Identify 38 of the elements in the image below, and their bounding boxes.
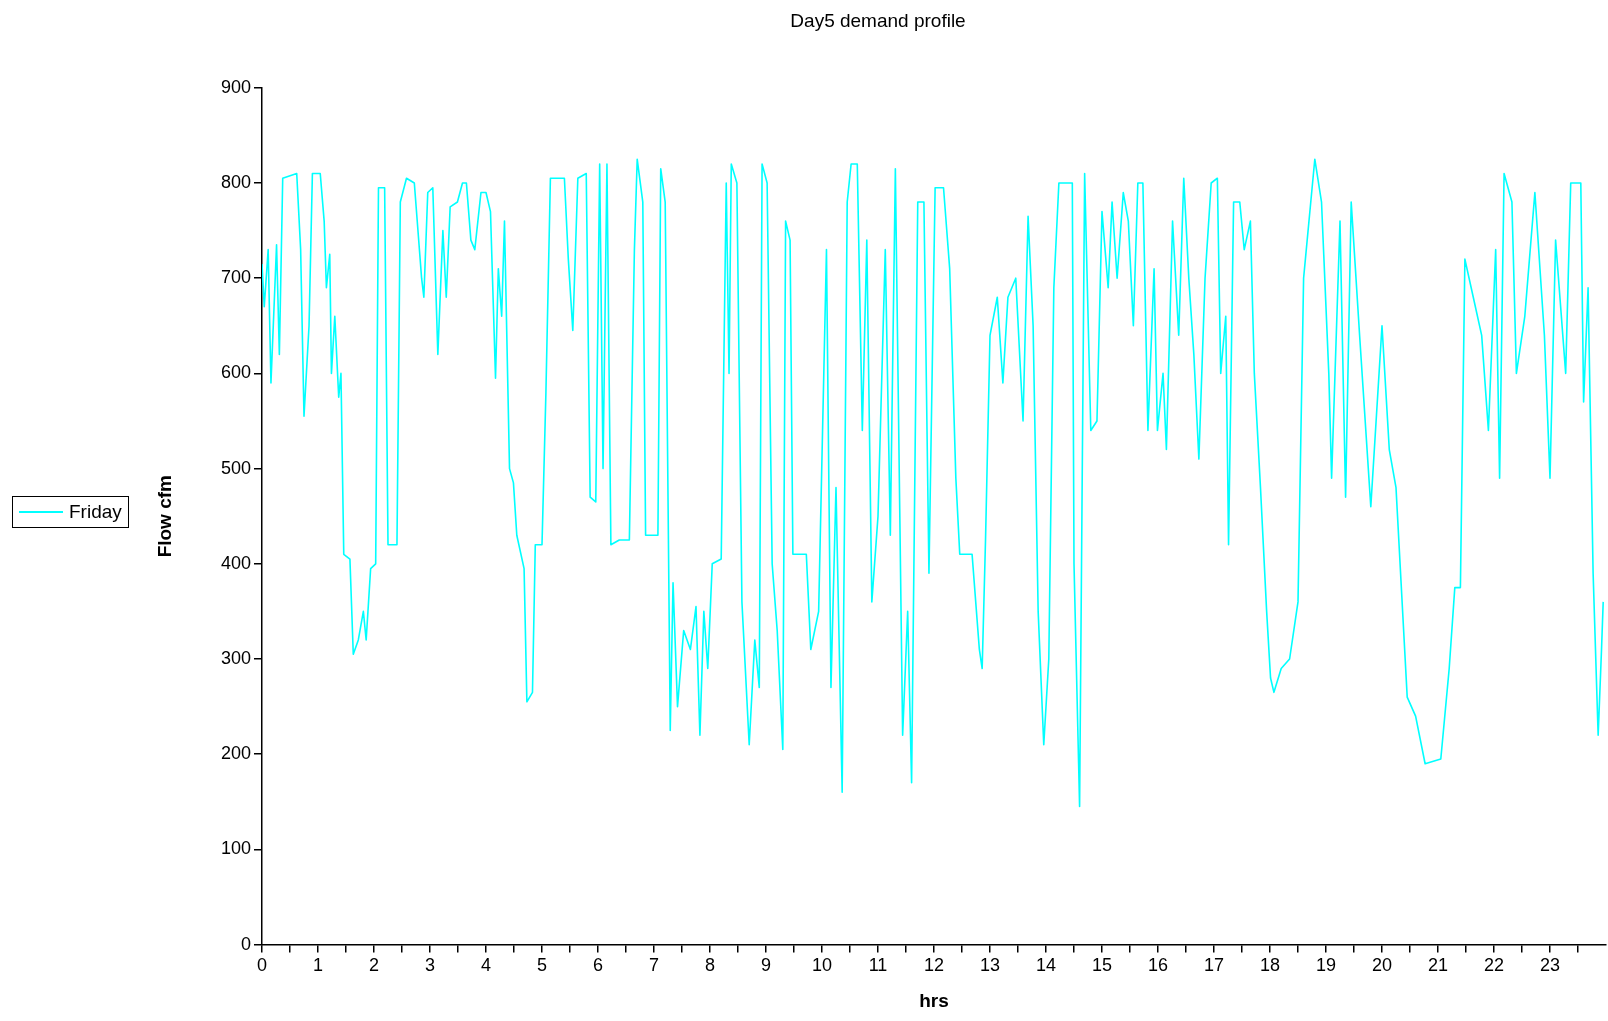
x-axis-title: hrs	[919, 989, 949, 1011]
y-tick-label: 600	[220, 362, 251, 383]
x-tick-label: 2	[368, 955, 380, 976]
y-tick-label: 500	[220, 457, 251, 478]
x-tick-label: 17	[1203, 955, 1225, 976]
legend-label: Friday	[69, 501, 122, 524]
x-tick-label: 6	[592, 955, 604, 976]
chart-title: Day5 demand profile	[790, 9, 966, 31]
y-tick-label: 100	[220, 838, 251, 859]
x-tick-label: 11	[868, 955, 888, 976]
x-tick-label: 13	[979, 955, 1001, 976]
x-tick-label: 10	[811, 955, 833, 976]
x-tick-label: 1	[312, 955, 324, 976]
x-tick-label: 0	[256, 955, 268, 976]
y-tick-label: 700	[220, 267, 251, 288]
x-tick-label: 22	[1483, 955, 1505, 976]
x-tick-label: 12	[923, 955, 945, 976]
x-tick-label: 21	[1427, 955, 1449, 976]
x-tick-label: 23	[1539, 955, 1561, 976]
y-tick-label: 400	[220, 552, 251, 573]
y-tick-label: 0	[240, 933, 251, 954]
x-tick-label: 20	[1371, 955, 1393, 976]
x-tick-label: 7	[648, 955, 660, 976]
x-tick-label: 14	[1035, 955, 1057, 976]
y-tick-label: 900	[220, 76, 251, 97]
x-tick-label: 9	[760, 955, 772, 976]
y-tick-label: 800	[220, 171, 251, 192]
y-axis-title: Flow cfm	[153, 475, 175, 558]
x-tick-label: 15	[1091, 955, 1113, 976]
x-tick-label: 5	[536, 955, 548, 976]
x-tick-label: 3	[424, 955, 436, 976]
x-tick-label: 16	[1147, 955, 1169, 976]
x-tick-label: 4	[480, 955, 492, 976]
x-tick-label: 8	[704, 955, 716, 976]
y-tick-label: 300	[220, 647, 251, 668]
x-tick-label: 18	[1259, 955, 1281, 976]
x-tick-label: 19	[1315, 955, 1337, 976]
y-tick-label: 200	[220, 743, 251, 764]
